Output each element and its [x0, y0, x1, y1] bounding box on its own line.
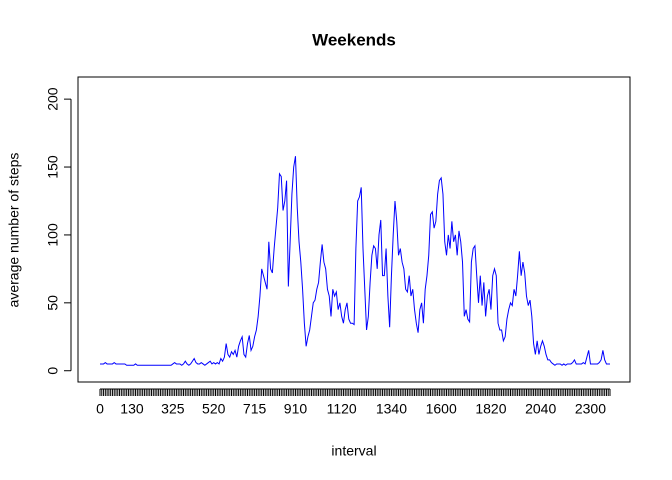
plot-box	[77, 76, 631, 383]
x-tick-label: 130	[120, 401, 144, 417]
x-tick-label: 520	[202, 401, 226, 417]
x-tick-label: 910	[284, 401, 308, 417]
chart-title: Weekends	[312, 30, 396, 49]
x-tick-label: 2040	[525, 401, 556, 417]
data-line	[100, 156, 610, 366]
y-tick-label: 150	[45, 155, 61, 179]
y-tick-label: 50	[45, 295, 61, 311]
x-tick-label: 1600	[426, 401, 457, 417]
x-axis-label: interval	[331, 443, 376, 459]
x-tick-label: 1340	[376, 401, 407, 417]
x-tick-label: 1120	[327, 401, 357, 417]
x-tick-label: 0	[96, 401, 104, 417]
y-axis-label: average number of steps	[6, 153, 22, 308]
y-tick-label: 100	[45, 223, 61, 247]
y-tick-label: 0	[45, 367, 61, 375]
x-tick-label: 1820	[475, 401, 506, 417]
y-tick-label: 200	[45, 87, 61, 111]
x-tick-label: 2300	[575, 401, 606, 417]
x-tick-label: 715	[243, 401, 267, 417]
x-tick-label: 325	[161, 401, 185, 417]
